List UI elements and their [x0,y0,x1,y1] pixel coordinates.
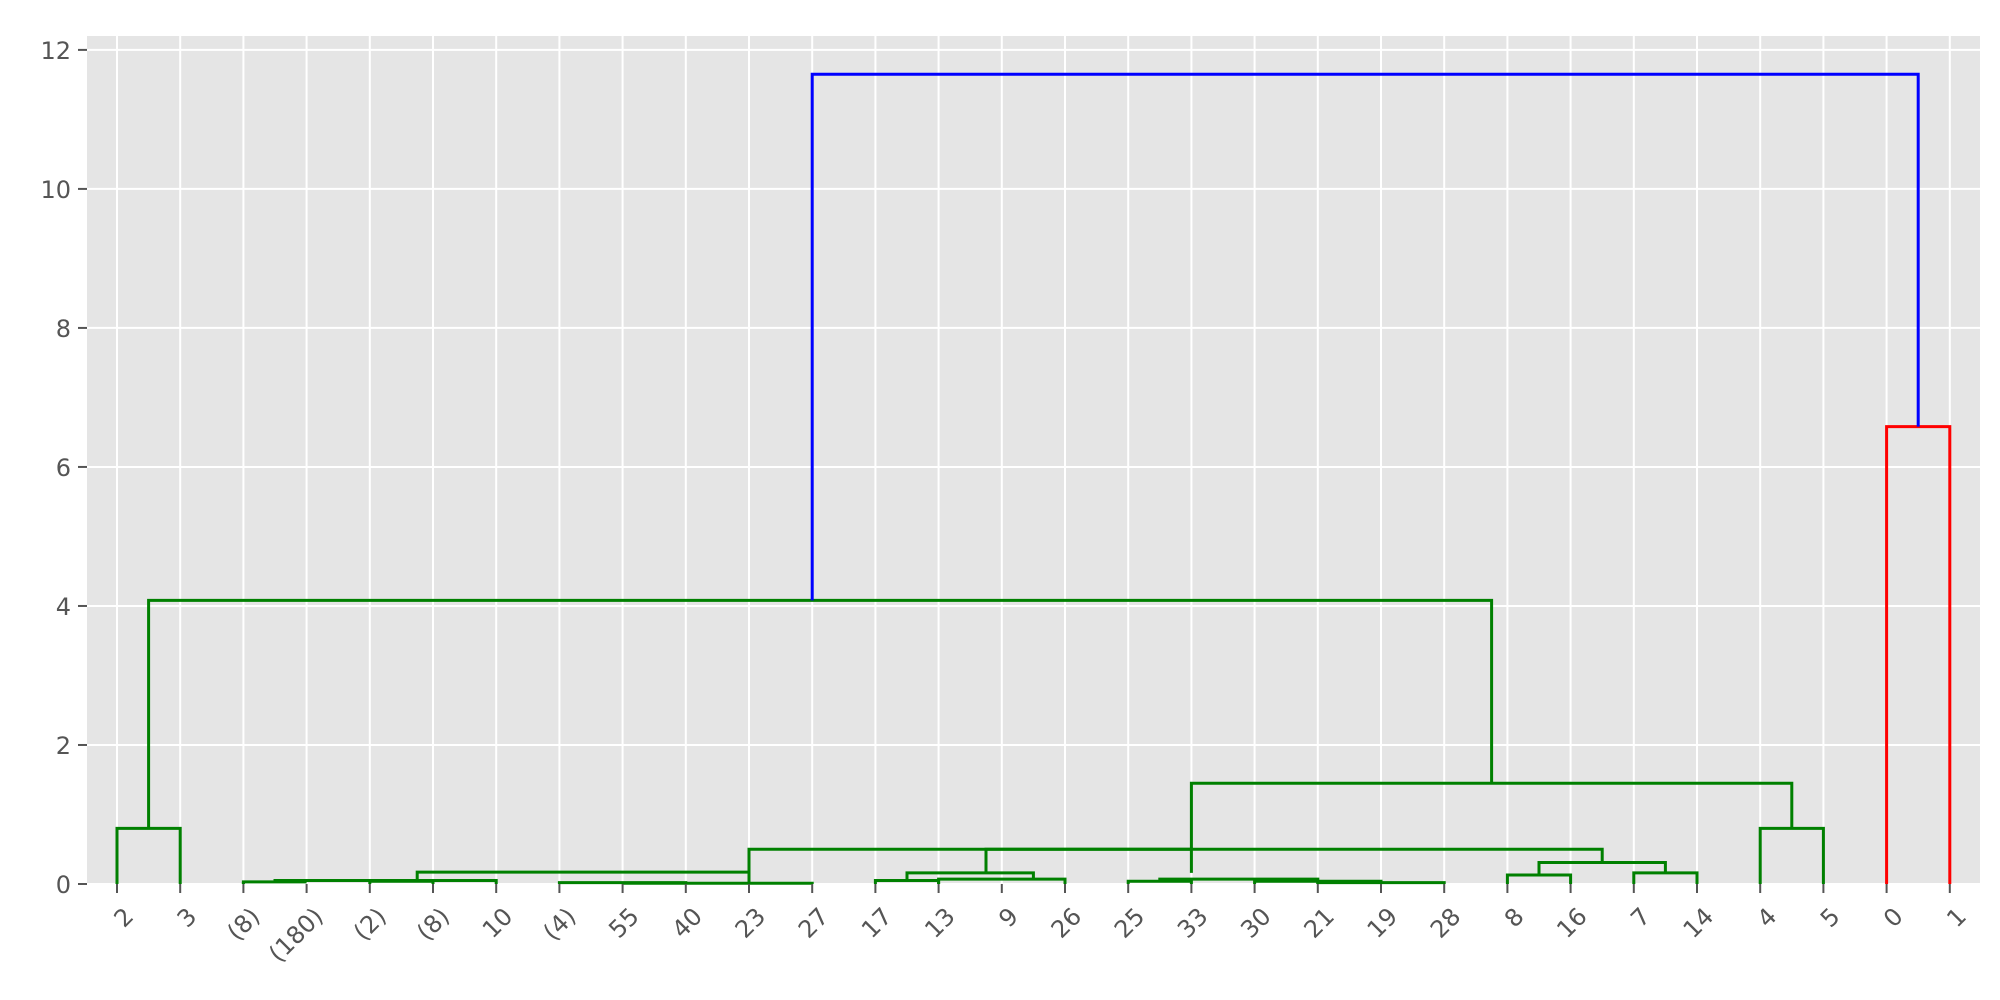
x-tick-label: 23 [730,902,771,943]
dendrogram-link [1632,871,1699,884]
dendrogram-link [905,871,1035,881]
x-tick-label: 9 [993,902,1024,933]
y-tick-label: 2 [56,732,71,760]
x-tick-label: (8) [411,902,455,946]
x-tick-label: 27 [793,902,834,943]
dendrogram-link [338,879,498,884]
y-gridlines [87,48,1980,885]
x-tick-label: 13 [919,902,960,943]
x-tick-label: 33 [1172,902,1213,943]
x-tick-label: 19 [1362,902,1403,943]
dendrogram-links [115,72,1952,885]
dendrogram-link [984,847,1604,873]
x-tick-label: 16 [1551,902,1592,943]
x-tick-label: 26 [1046,902,1087,943]
x-tick-label: 1 [1941,902,1972,933]
x-tick-label: 3 [172,902,203,933]
x-tick-label: 21 [1299,902,1340,943]
x-axis: 2 3 (8)(180) (2) (8) 10 (4) 55 40 23 27 17 13 9 26 25 33… [109,884,1972,968]
x-tick-label: 25 [1109,902,1150,943]
dendrogram-link [747,847,1193,873]
dendrogram-link [147,598,1494,829]
x-tick-label: 55 [603,902,644,943]
y-tick-label: 10 [40,176,71,204]
x-tick-label: 0 [1878,902,1909,933]
x-tick-label: 2 [109,902,140,933]
dendrogram-link [1505,873,1573,884]
dendrogram-link [415,870,751,883]
x-tick-label: 4 [1752,902,1783,933]
y-tick-label: 8 [56,315,71,343]
dendrogram-link [1126,879,1193,884]
x-tick-label: 8 [1499,902,1530,933]
x-tick-label: (180) [263,902,328,967]
plot-background [87,36,1980,884]
x-tick-label: 28 [1425,902,1466,943]
dendrogram-link [621,881,814,885]
x-tick-label: 40 [667,902,708,943]
dendrogram-link [937,877,1067,884]
y-tick-label: 12 [40,37,71,65]
x-tick-label: (4) [538,902,582,946]
dendrogram-link [1316,881,1446,885]
y-axis: 0 2 4 6 8 10 12 [40,37,87,899]
x-tick-label: 14 [1678,902,1719,943]
x-tick-label: 5 [1815,902,1846,933]
y-tick-label: 0 [56,871,71,899]
x-tick-label: (2) [348,902,392,946]
x-tick-label: 17 [856,902,897,943]
y-tick-label: 4 [56,593,71,621]
x-tick-label: (8) [222,902,266,946]
x-tick-label: 10 [477,902,518,943]
x-tick-label: 30 [1235,902,1276,943]
y-tick-label: 6 [56,454,71,482]
x-tick-label: 7 [1625,902,1656,933]
dendrogram-link [810,72,1920,601]
